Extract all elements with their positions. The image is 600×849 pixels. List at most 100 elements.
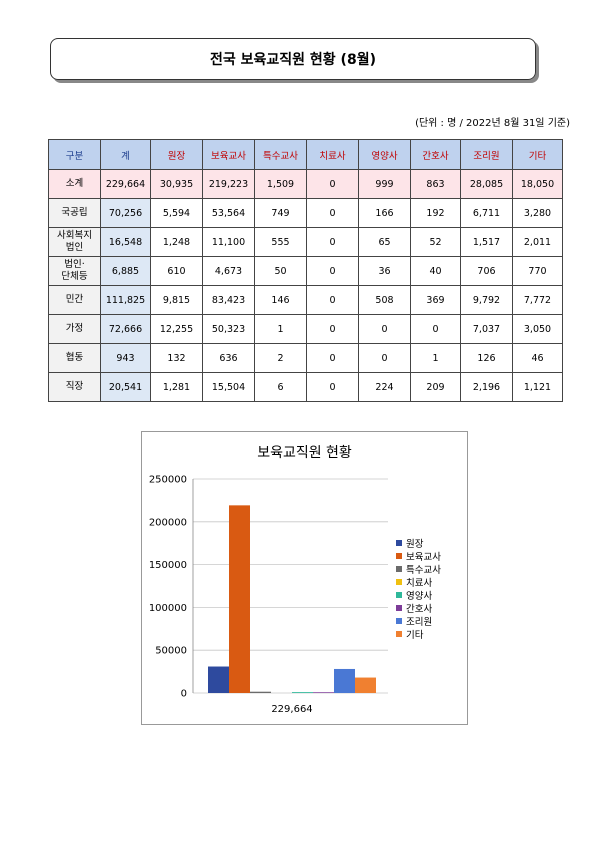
bar-6 <box>313 692 334 693</box>
legend-swatch <box>396 578 402 585</box>
table-cell: 0 <box>306 372 359 402</box>
table-cell: 1,509 <box>254 169 307 199</box>
table-cell: 40 <box>410 256 461 286</box>
table-cell: 5,594 <box>150 198 203 228</box>
table-cell: 0 <box>410 314 461 344</box>
table-cell: 2,011 <box>512 227 563 257</box>
legend-swatch <box>396 591 402 598</box>
table-cell: 18,050 <box>512 169 563 199</box>
table-cell: 749 <box>254 198 307 228</box>
bar-8 <box>355 677 376 693</box>
table-cell: 132 <box>150 343 203 373</box>
column-header: 원장 <box>150 139 203 170</box>
table-cell: 3,050 <box>512 314 563 344</box>
table-cell: 219,223 <box>202 169 255 199</box>
row-label: 사회복지 법인 <box>48 227 101 257</box>
table-row: 법인· 단체등 6,885 610 4,673 50 0 36 40 706 770 <box>48 256 563 286</box>
table-cell: 6,711 <box>460 198 513 228</box>
page-title-text: 전국 보육교직원 현황 (8월) <box>210 52 376 68</box>
y-tick-label: 250000 <box>149 475 187 486</box>
legend-label: 기타 <box>406 629 424 641</box>
table-cell: 229,664 <box>100 169 151 199</box>
table-cell: 146 <box>254 285 307 315</box>
table-cell: 6 <box>254 372 307 402</box>
table-row: 가정 72,666 12,255 50,323 1 0 0 0 7,037 3,050 <box>48 314 563 344</box>
row-label: 협동 <box>48 343 101 373</box>
x-category-label: 229,664 <box>271 704 312 715</box>
table-cell: 0 <box>306 169 359 199</box>
table-cell: 0 <box>306 227 359 257</box>
table-cell: 1 <box>254 314 307 344</box>
row-label: 직장 <box>48 372 101 402</box>
table-row: 민간 111,825 9,815 83,423 146 0 508 369 9,792 7,772 <box>48 285 563 315</box>
table-cell: 0 <box>306 314 359 344</box>
table-cell: 209 <box>410 372 461 402</box>
legend-label: 영양사 <box>406 590 433 602</box>
table-cell: 9,815 <box>150 285 203 315</box>
page-title: 전국 보육교직원 현황 (8월) <box>50 38 536 80</box>
legend-item: 치료사 <box>396 575 441 589</box>
row-label: 가정 <box>48 314 101 344</box>
table-cell: 2 <box>254 343 307 373</box>
table-cell: 1,517 <box>460 227 513 257</box>
table-cell: 0 <box>358 314 411 344</box>
legend-swatch <box>396 604 402 611</box>
table-cell: 863 <box>410 169 461 199</box>
legend-swatch <box>396 630 402 637</box>
table-cell: 70,256 <box>100 198 151 228</box>
legend-item: 특수교사 <box>396 562 441 576</box>
table-cell: 7,037 <box>460 314 513 344</box>
column-header: 기타 <box>512 139 563 170</box>
bar-7 <box>334 668 355 693</box>
legend-item: 보육교사 <box>396 549 441 563</box>
table-cell: 36 <box>358 256 411 286</box>
table-cell: 0 <box>306 256 359 286</box>
table-cell: 111,825 <box>100 285 151 315</box>
bar-3 <box>250 691 271 693</box>
table-row: 소계 229,664 30,935 219,223 1,509 0 999 863 28,085… <box>48 169 563 199</box>
bar-1 <box>208 666 229 693</box>
table-cell: 610 <box>150 256 203 286</box>
bar-chart: 0 50000 100000 150000 200000 250000 229,664 <box>149 475 388 715</box>
legend-swatch <box>396 552 402 559</box>
y-tick-label: 200000 <box>149 517 187 528</box>
table-cell: 224 <box>358 372 411 402</box>
chart-container: 보육교직원 현황 0 50000 100000 150000 200000 250000 2… <box>141 431 468 725</box>
y-tick-label: 100000 <box>149 603 187 614</box>
legend-item: 기타 <box>396 627 441 641</box>
legend-swatch <box>396 617 402 624</box>
table-cell: 6,885 <box>100 256 151 286</box>
table-cell: 11,100 <box>202 227 255 257</box>
table-row: 직장 20,541 1,281 15,504 6 0 224 209 2,196 1,121 <box>48 372 563 402</box>
legend-label: 특수교사 <box>406 564 441 576</box>
row-label: 소계 <box>48 169 101 199</box>
bar-2 <box>229 505 250 693</box>
table-cell: 72,666 <box>100 314 151 344</box>
legend-label: 보육교사 <box>406 551 441 563</box>
table-cell: 0 <box>306 343 359 373</box>
chart-title: 보육교직원 현황 <box>257 445 352 461</box>
table-cell: 943 <box>100 343 151 373</box>
row-label: 민간 <box>48 285 101 315</box>
table-cell: 1,281 <box>150 372 203 402</box>
column-header: 계 <box>100 139 151 170</box>
row-label: 국공립 <box>48 198 101 228</box>
table-cell: 9,792 <box>460 285 513 315</box>
table-cell: 20,541 <box>100 372 151 402</box>
column-header: 구분 <box>48 139 101 170</box>
column-header: 보육교사 <box>202 139 255 170</box>
table-row: 협동 943 132 636 2 0 0 1 126 46 <box>48 343 563 373</box>
table-cell: 46 <box>512 343 563 373</box>
column-header: 치료사 <box>306 139 359 170</box>
table-row: 국공립 70,256 5,594 53,564 749 0 166 192 6,711 3,280 <box>48 198 563 228</box>
table-cell: 2,196 <box>460 372 513 402</box>
table-cell: 126 <box>460 343 513 373</box>
table-cell: 4,673 <box>202 256 255 286</box>
table-cell: 7,772 <box>512 285 563 315</box>
table-row: 사회복지 법인 16,548 1,248 11,100 555 0 65 52 1,517 2,01… <box>48 227 563 257</box>
table-cell: 636 <box>202 343 255 373</box>
table-cell: 15,504 <box>202 372 255 402</box>
table-cell: 0 <box>358 343 411 373</box>
table-cell: 50 <box>254 256 307 286</box>
legend-swatch <box>396 565 402 572</box>
